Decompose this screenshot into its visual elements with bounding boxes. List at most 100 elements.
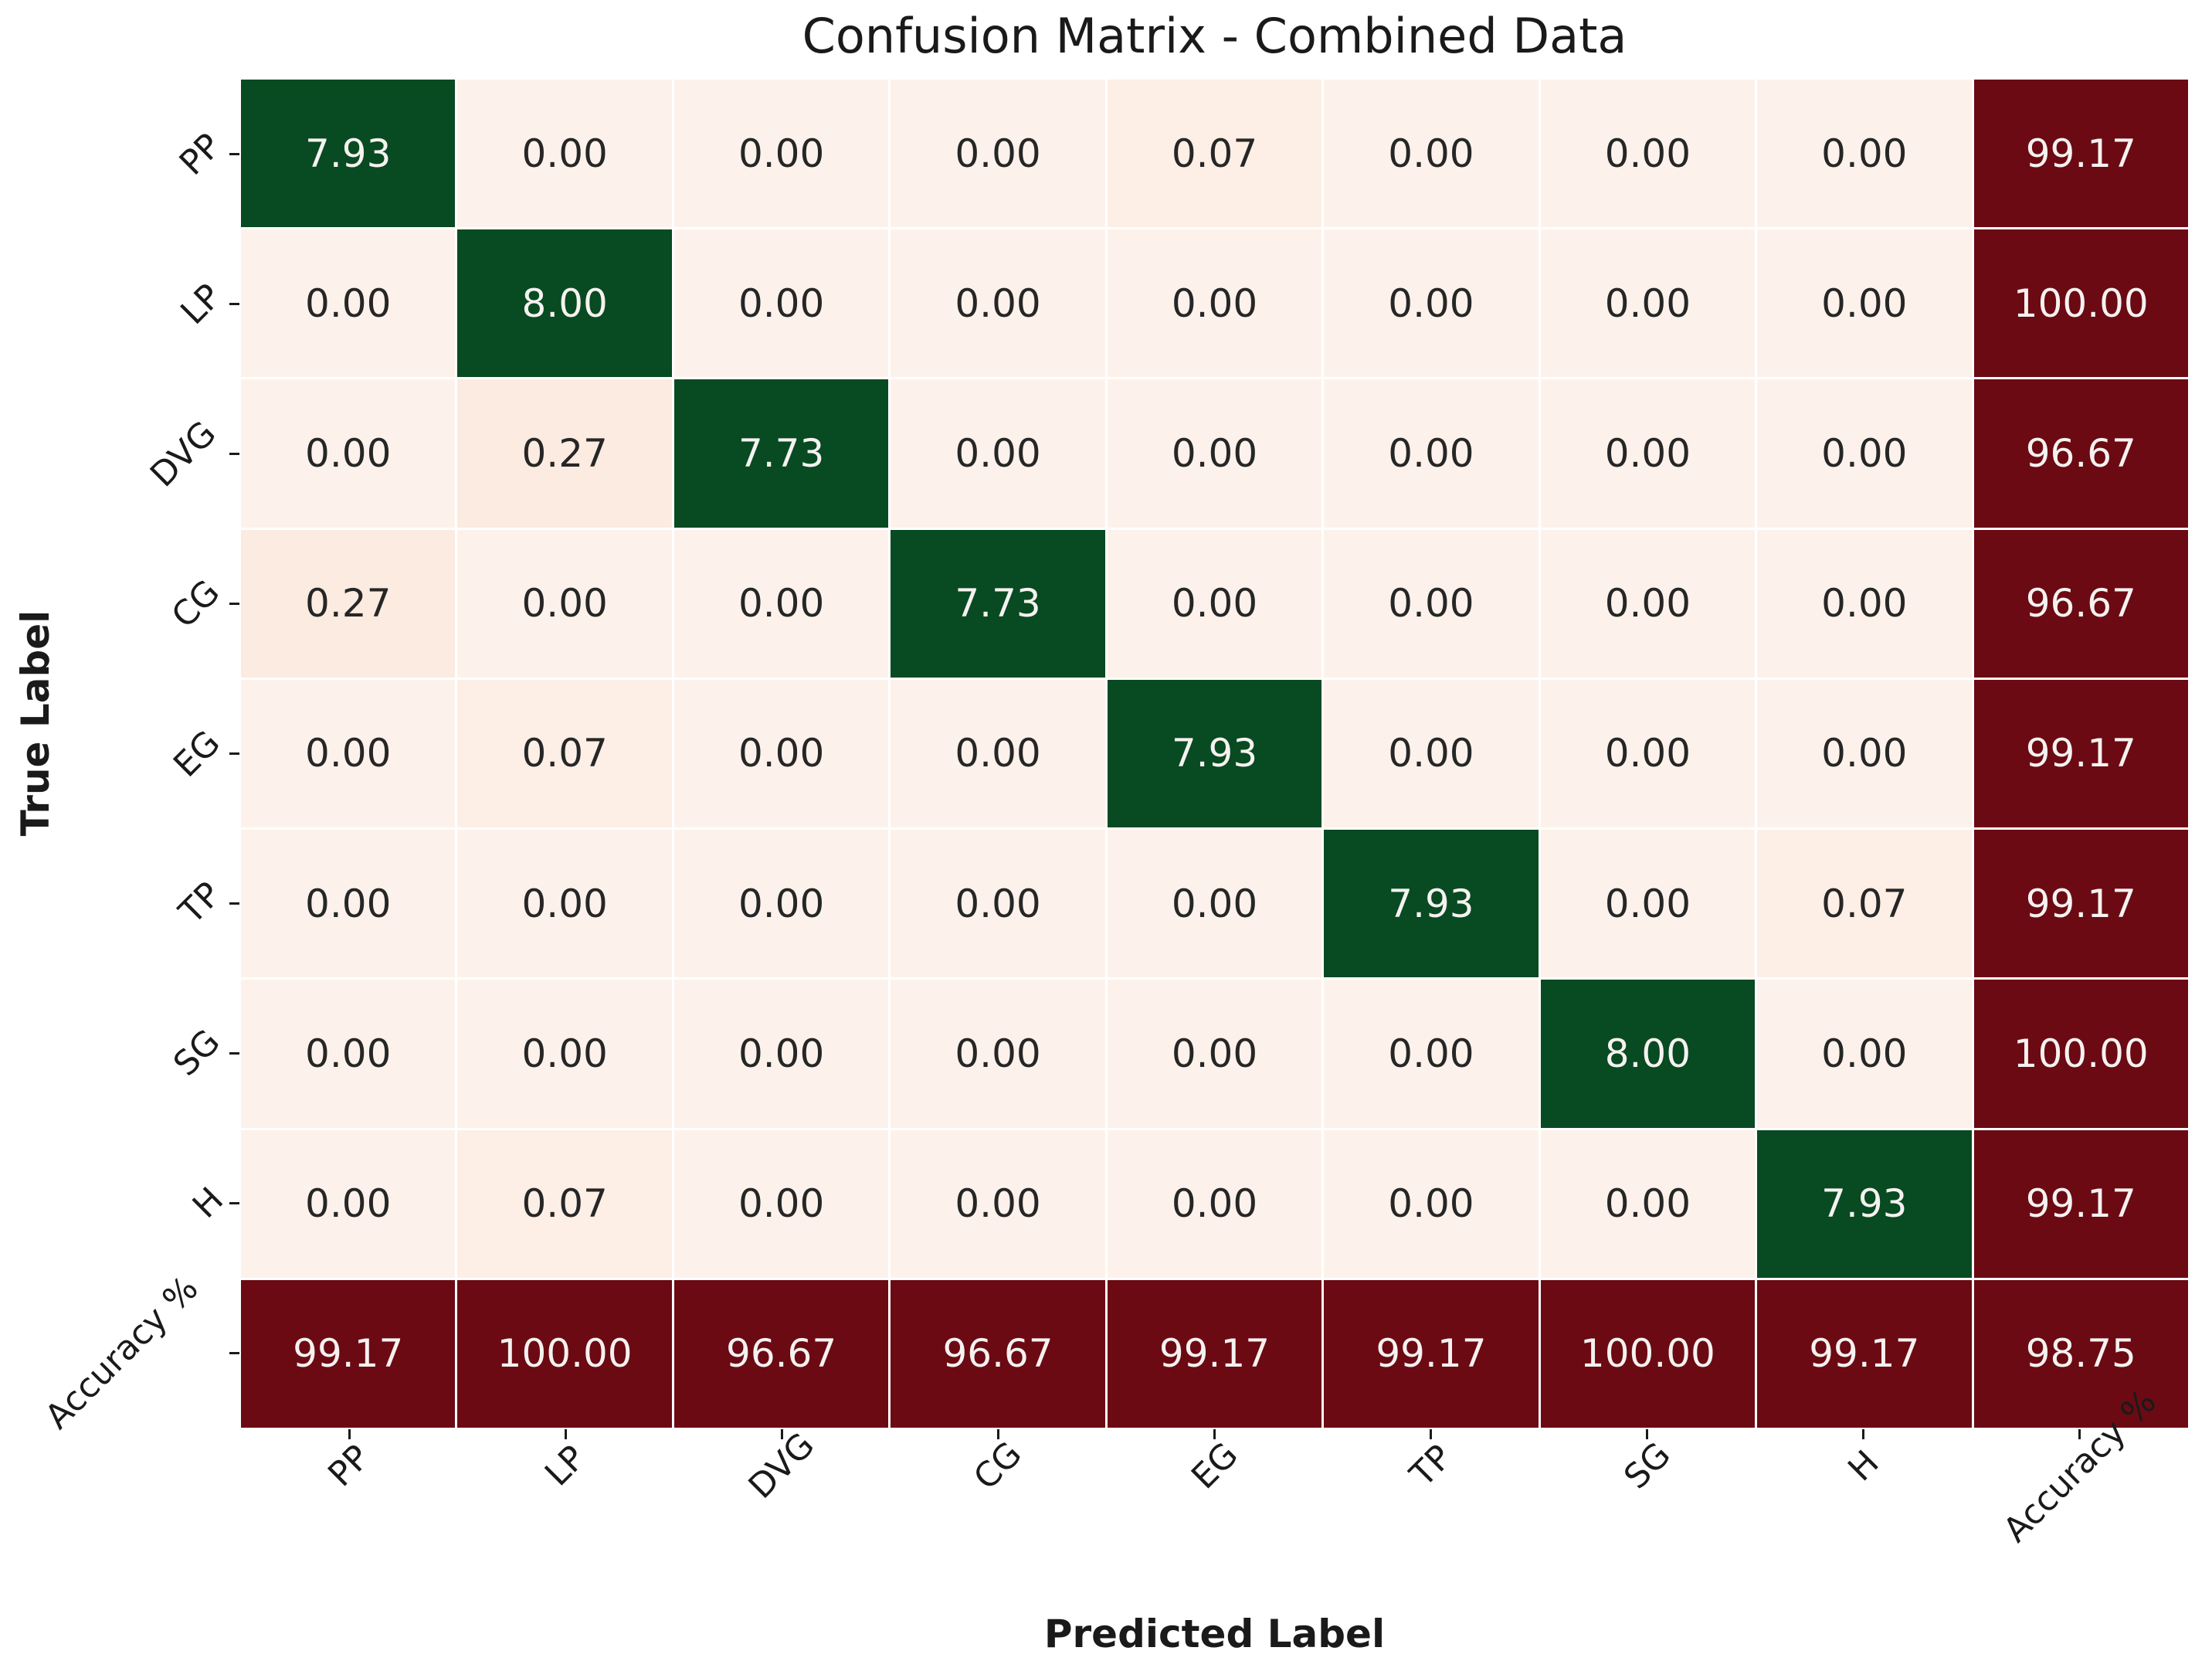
matrix-cell-r7-c4: 0.00 <box>1107 1129 1322 1278</box>
y-axis-label: True Label <box>13 610 58 837</box>
matrix-cell-r8-c5: 99.17 <box>1324 1279 1539 1428</box>
matrix-cell-r0-c5: 0.00 <box>1324 80 1539 228</box>
matrix-cell-r7-c3: 0.00 <box>891 1129 1105 1278</box>
matrix-cell-r1-c1: 8.00 <box>457 229 672 378</box>
y-tick-label: PP <box>171 126 229 183</box>
matrix-cell-r2-c7: 0.00 <box>1757 379 1972 528</box>
matrix-cell-r4-c7: 0.00 <box>1757 679 1972 828</box>
matrix-cell-r4-c4: 7.93 <box>1107 679 1322 828</box>
matrix-cell-r1-c8: 100.00 <box>1973 229 2188 378</box>
y-tick-label: DVG <box>142 413 224 495</box>
matrix-cell-r7-c0: 0.00 <box>241 1129 456 1278</box>
matrix-cell-r8-c7: 99.17 <box>1757 1279 1972 1428</box>
matrix-cell-r2-c3: 0.00 <box>891 379 1105 528</box>
matrix-cell-r2-c5: 0.00 <box>1324 379 1539 528</box>
y-tick-mark <box>229 1051 239 1055</box>
x-tick-label-wrap: LP <box>538 1438 593 1493</box>
y-tick-label-wrap: EG <box>166 723 228 785</box>
matrix-cell-r6-c6: 8.00 <box>1540 980 1756 1128</box>
matrix-cell-r4-c3: 0.00 <box>891 679 1105 828</box>
matrix-cell-r3-c0: 0.27 <box>241 529 456 678</box>
y-tick-label: TP <box>171 875 229 932</box>
matrix-cell-r6-c7: 0.00 <box>1757 980 1972 1128</box>
matrix-cell-r4-c6: 0.00 <box>1540 679 1756 828</box>
x-tick-mark <box>996 1429 999 1439</box>
matrix-cell-r4-c8: 99.17 <box>1973 679 2188 828</box>
y-tick-label-wrap: DVG <box>143 413 224 494</box>
y-tick-mark <box>229 303 239 306</box>
matrix-cell-r8-c6: 100.00 <box>1540 1279 1756 1428</box>
matrix-cell-r5-c1: 0.00 <box>457 830 672 978</box>
matrix-cell-r3-c7: 0.00 <box>1757 529 1972 678</box>
matrix-cell-r4-c1: 0.07 <box>457 679 672 828</box>
matrix-cell-r0-c8: 99.17 <box>1973 80 2188 228</box>
matrix-cell-r1-c4: 0.00 <box>1107 229 1322 378</box>
x-tick-mark <box>780 1429 783 1439</box>
matrix-cell-r0-c1: 0.00 <box>457 80 672 228</box>
matrix-cell-r3-c2: 0.00 <box>673 529 889 678</box>
x-tick-label-wrap: Accuracy % <box>1981 1382 2180 1551</box>
matrix-cell-r5-c5: 7.93 <box>1324 830 1539 978</box>
y-tick-mark <box>229 1351 239 1354</box>
matrix-cell-r6-c0: 0.00 <box>241 980 456 1128</box>
matrix-cell-r3-c6: 0.00 <box>1540 529 1756 678</box>
y-tick-mark <box>229 453 239 456</box>
matrix-cell-r8-c2: 96.67 <box>673 1279 889 1428</box>
y-tick-label: LP <box>173 276 229 332</box>
x-tick-label: EG <box>1183 1435 1246 1497</box>
y-tick-label-wrap: TP <box>171 875 229 932</box>
matrix-cell-r5-c0: 0.00 <box>241 830 456 978</box>
y-tick-label-wrap: PP <box>172 126 229 183</box>
y-tick-label-wrap: CG <box>165 572 228 636</box>
matrix-cell-r3-c5: 0.00 <box>1324 529 1539 678</box>
x-tick-label-wrap: SG <box>1617 1435 1678 1497</box>
y-tick-label-wrap: Accuracy % <box>22 1269 221 1437</box>
matrix-cell-r8-c1: 100.00 <box>457 1279 672 1428</box>
x-tick-label: DVG <box>741 1425 823 1506</box>
matrix-cell-r1-c3: 0.00 <box>891 229 1105 378</box>
y-tick-mark <box>229 1201 239 1204</box>
x-tick-label: CG <box>966 1434 1030 1498</box>
y-tick-label-wrap: SG <box>166 1022 228 1084</box>
matrix-cell-r5-c6: 0.00 <box>1540 830 1756 978</box>
matrix-cell-r6-c8: 100.00 <box>1973 980 2188 1128</box>
matrix-cell-r7-c6: 0.00 <box>1540 1129 1756 1278</box>
matrix-cell-r5-c4: 0.00 <box>1107 830 1322 978</box>
x-tick-label-wrap: DVG <box>741 1425 823 1506</box>
y-tick-label: Accuracy % <box>37 1269 206 1437</box>
matrix-cell-r4-c5: 0.00 <box>1324 679 1539 828</box>
y-tick-mark <box>229 153 239 156</box>
y-tick-label: H <box>185 1180 232 1226</box>
matrix-cell-r0-c3: 0.00 <box>891 80 1105 228</box>
matrix-cell-r8-c8: 98.75 <box>1973 1279 2188 1428</box>
x-tick-label: PP <box>321 1437 378 1495</box>
x-tick-mark <box>1862 1429 1865 1439</box>
matrix-cell-r0-c2: 0.00 <box>673 80 889 228</box>
matrix-cell-r2-c4: 0.00 <box>1107 379 1322 528</box>
matrix-cell-r1-c7: 0.00 <box>1757 229 1972 378</box>
x-tick-label: TP <box>1402 1437 1460 1495</box>
matrix-cell-r1-c2: 0.00 <box>673 229 889 378</box>
y-tick-label-wrap: LP <box>173 277 229 332</box>
matrix-cell-r6-c5: 0.00 <box>1324 980 1539 1128</box>
x-tick-mark <box>2078 1429 2081 1439</box>
x-tick-mark <box>1646 1429 1649 1439</box>
matrix-cell-r7-c2: 0.00 <box>673 1129 889 1278</box>
y-tick-label-wrap: H <box>185 1180 231 1225</box>
matrix-cell-r0-c0: 7.93 <box>241 80 456 228</box>
x-tick-mark <box>348 1429 351 1439</box>
x-tick-label: H <box>1841 1442 1887 1489</box>
matrix-cell-r8-c0: 99.17 <box>241 1279 456 1428</box>
x-tick-label-wrap: H <box>1841 1443 1886 1489</box>
matrix-cell-r1-c5: 0.00 <box>1324 229 1539 378</box>
matrix-cell-r1-c0: 0.00 <box>241 229 456 378</box>
matrix-cell-r3-c8: 96.67 <box>1973 529 2188 678</box>
x-tick-label: LP <box>538 1438 594 1494</box>
x-tick-label-wrap: PP <box>321 1438 378 1495</box>
matrix-cell-r1-c6: 0.00 <box>1540 229 1756 378</box>
matrix-cell-r0-c7: 0.00 <box>1757 80 1972 228</box>
matrix-cell-r5-c7: 0.07 <box>1757 830 1972 978</box>
matrix-cell-r3-c4: 0.00 <box>1107 529 1322 678</box>
matrix-cell-r2-c0: 0.00 <box>241 379 456 528</box>
